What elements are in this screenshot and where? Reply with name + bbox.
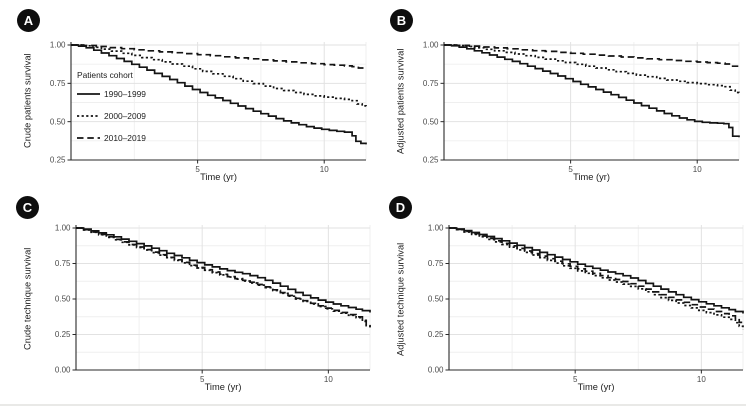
y-axis-label-d: Adjusted technique survival <box>395 242 406 356</box>
legend-line-sample <box>77 93 100 95</box>
x-tick-label: 5 <box>573 375 578 384</box>
legend-item-label: 1990–1999 <box>104 89 146 99</box>
x-tick-label: 10 <box>697 375 706 384</box>
legend-item: 2000–2009 <box>77 105 146 127</box>
survival-curve-1990-1999 <box>71 44 367 145</box>
y-tick-label: 0.50 <box>55 295 71 304</box>
y-tick-label: 1.00 <box>423 41 439 50</box>
legend: Patients cohort 1990–1999 2000–2009 2010–2… <box>77 70 146 149</box>
y-tick-label: 0.25 <box>50 156 66 165</box>
x-tick-label: 5 <box>568 165 573 174</box>
y-tick-label: 0.50 <box>423 117 439 126</box>
y-tick-label: 1.00 <box>50 41 66 50</box>
survival-curve-2000-2009 <box>71 44 367 107</box>
panel-label-badge-d: D <box>389 196 412 219</box>
panel-c: 1.00 0.75 0.50 0.25 0.00 5 10 C Crude techniqu… <box>0 195 373 404</box>
y-tick-label: 0.25 <box>423 156 439 165</box>
legend-items: 1990–1999 2000–2009 2010–2019 <box>77 83 146 149</box>
y-tick-label: 0.25 <box>428 330 444 339</box>
x-tick-label: 10 <box>324 375 333 384</box>
y-tick-label: 0.75 <box>428 259 444 268</box>
panel-d: 1.00 0.75 0.50 0.25 0.00 5 10 D Adjusted techn… <box>373 195 746 404</box>
panel-label-badge-b: B <box>390 9 413 32</box>
legend-item-label: 2010–2019 <box>104 133 146 143</box>
y-tick-label: 0.00 <box>55 366 71 375</box>
legend-line-sample <box>77 137 100 139</box>
plot-area-b: 1.00 0.75 0.50 0.25 5 10 <box>423 41 740 174</box>
x-tick-label: 5 <box>195 165 200 174</box>
survival-curve-1990-1999 <box>444 44 740 138</box>
y-tick-label: 0.75 <box>50 79 66 88</box>
plot-area-a: 1.00 0.75 0.50 0.25 5 10 <box>50 41 367 174</box>
x-axis-label-c: Time (yr) <box>204 382 242 392</box>
x-axis-label-d: Time (yr) <box>577 382 615 392</box>
y-tick-label: 0.75 <box>55 259 71 268</box>
y-axis-label-b: Adjusted patients survival <box>395 48 406 154</box>
legend-item: 1990–1999 <box>77 83 146 105</box>
survival-curve-2000-2009 <box>76 227 371 329</box>
x-tick-label: 10 <box>320 165 329 174</box>
panel-label-badge-a: A <box>17 9 40 32</box>
y-tick-label: 0.75 <box>423 79 439 88</box>
y-axis-label-c: Crude technique survival <box>22 247 33 351</box>
x-tick-label: 10 <box>693 165 702 174</box>
x-axis-label-a: Time (yr) <box>200 172 237 182</box>
y-tick-label: 0.50 <box>50 117 66 126</box>
y-tick-label: 1.00 <box>428 224 444 233</box>
legend-item: 2010–2019 <box>77 127 146 149</box>
y-tick-label: 0.25 <box>55 330 71 339</box>
survival-curve-1990-1999 <box>449 227 744 314</box>
survival-curve-2000-2009 <box>444 44 740 94</box>
survival-curve-2010-2019 <box>76 227 371 328</box>
survival-curve-2010-2019 <box>444 44 740 68</box>
y-tick-label: 1.00 <box>55 224 71 233</box>
x-tick-label: 5 <box>200 375 205 384</box>
legend-line-sample <box>77 115 100 117</box>
plot-area-c: 1.00 0.75 0.50 0.25 0.00 5 10 <box>55 224 371 384</box>
survival-curve-2010-2019 <box>71 44 367 70</box>
plot-area-d: 1.00 0.75 0.50 0.25 0.00 5 10 <box>428 224 744 384</box>
y-axis-label-a: Crude patients survival <box>22 53 33 149</box>
legend-title: Patients cohort <box>77 70 133 80</box>
x-axis-label-b: Time (yr) <box>573 172 610 182</box>
y-tick-label: 0.00 <box>428 366 444 375</box>
panel-a: 1.00 0.75 0.50 0.25 5 10 A Crude patients sur… <box>0 0 373 195</box>
legend-item-label: 2000–2009 <box>104 111 146 121</box>
y-tick-label: 0.50 <box>428 295 444 304</box>
panel-label-badge-c: C <box>16 196 39 219</box>
survival-curve-2000-2009 <box>449 227 744 330</box>
panel-b: 1.00 0.75 0.50 0.25 5 10 B Adjusted patients … <box>373 0 746 195</box>
survival-curve-1990-1999 <box>76 227 371 313</box>
